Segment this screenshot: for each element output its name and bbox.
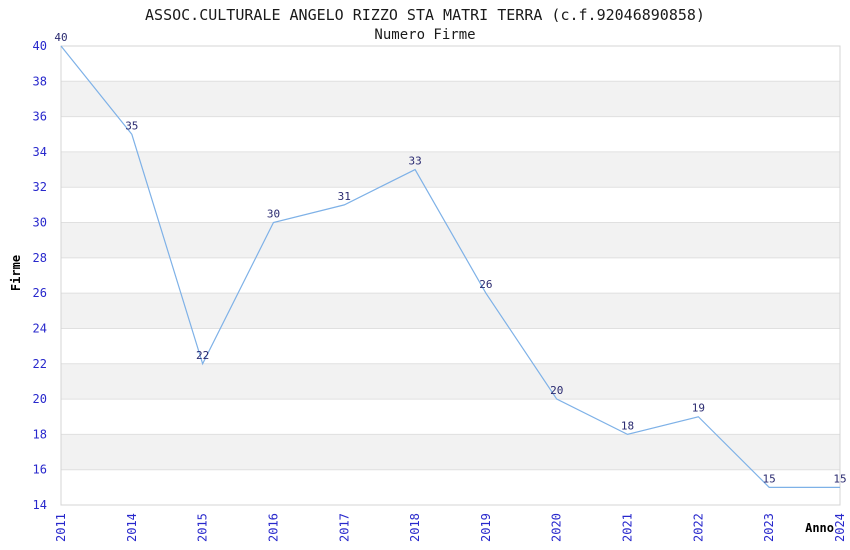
y-tick-label: 14 — [33, 498, 47, 512]
plot-band — [61, 257, 840, 294]
y-tick-label: 28 — [33, 251, 47, 265]
data-label: 18 — [621, 419, 634, 432]
chart-title: ASSOC.CULTURALE ANGELO RIZZO STA MATRI T… — [145, 6, 705, 24]
y-tick-label: 32 — [33, 180, 47, 194]
plot-band — [61, 399, 840, 435]
y-tick-label: 34 — [33, 145, 47, 159]
data-label: 20 — [550, 384, 563, 397]
data-line — [60, 45, 840, 488]
plot-band — [61, 293, 840, 329]
plot-frame — [60, 45, 841, 506]
y-tick-label: 38 — [33, 74, 47, 88]
y-tick-label: 30 — [33, 216, 47, 230]
data-label: 30 — [267, 208, 280, 221]
plot-band — [61, 187, 840, 223]
plot-band — [61, 116, 840, 152]
data-label: 40 — [54, 31, 67, 44]
x-tick-label: 2023 — [762, 513, 776, 542]
plot-band — [61, 46, 840, 82]
plot-band — [61, 469, 840, 505]
y-tick-label: 24 — [33, 321, 47, 335]
data-label: 31 — [338, 190, 351, 203]
x-tick-label: 2022 — [691, 513, 705, 542]
data-label: 15 — [763, 472, 776, 485]
y-tick-label: 22 — [33, 357, 47, 371]
plot-band — [61, 222, 840, 258]
data-label: 15 — [833, 472, 846, 485]
y-tick-label: 20 — [33, 392, 47, 406]
x-tick-label: 2014 — [125, 513, 139, 542]
x-tick-label: 2011 — [54, 513, 68, 542]
x-tick-label: 2017 — [337, 513, 351, 542]
plot-band — [61, 151, 840, 188]
x-tick-label: 2024 — [833, 513, 847, 542]
data-label: 26 — [479, 278, 492, 291]
x-axis-label: Anno — [805, 521, 834, 535]
x-tick-label: 2015 — [196, 513, 210, 542]
x-tick-label: 2016 — [266, 513, 280, 542]
x-tick-label: 2021 — [621, 513, 635, 542]
plot-band — [61, 434, 840, 470]
data-label: 33 — [408, 155, 421, 168]
data-label: 19 — [692, 402, 705, 415]
y-tick-label: 16 — [33, 463, 47, 477]
x-tick-label: 2020 — [550, 513, 564, 542]
y-tick-label: 26 — [33, 286, 47, 300]
x-tick-label: 2018 — [408, 513, 422, 542]
data-label: 22 — [196, 349, 209, 362]
y-tick-label: 18 — [33, 427, 47, 441]
plot-band — [61, 81, 840, 117]
y-tick-label: 40 — [33, 39, 47, 53]
plot-band — [61, 328, 840, 364]
x-tick-label: 2019 — [479, 513, 493, 542]
y-tick-label: 36 — [33, 110, 47, 124]
data-label: 35 — [125, 119, 138, 132]
plot-band — [61, 363, 840, 400]
chart-subtitle: Numero Firme — [374, 27, 476, 43]
